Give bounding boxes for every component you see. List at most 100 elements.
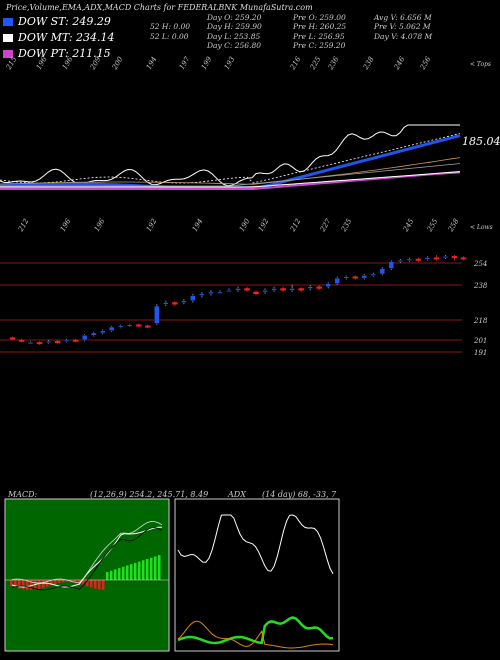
top-label: 236 [326,55,340,72]
candle [298,288,304,291]
level-label: 254 [473,260,487,268]
candle [208,291,214,294]
candle [18,339,25,342]
macd-histogram-bar [90,580,93,588]
candle [181,300,187,303]
macd-histogram-bar [146,559,149,580]
macd-histogram-bar [30,580,33,590]
macd-histogram-bar [66,580,69,583]
low-label: 255 [425,217,439,234]
macd-histogram-bar [142,560,145,580]
candle [253,291,259,294]
candle [307,286,313,289]
level-label: 191 [474,349,487,357]
candle [244,288,250,291]
macd-histogram-bar [74,580,77,583]
adx-plus-di [177,616,334,645]
candle [334,277,340,284]
macd-histogram-bar [54,580,57,584]
macd-histogram-bar [114,569,117,580]
top-label: 238 [361,55,375,72]
macd-histogram-bar [106,572,109,580]
candle [343,276,349,279]
ema-mid-2 [0,163,461,187]
tops-tag: < Tops [470,61,492,68]
macd-histogram-bar [18,580,21,589]
stat-pre-o: Pre O: 259.00 [293,13,346,22]
candle [361,275,368,279]
level-label: 201 [473,337,487,345]
macd-histogram-bar [14,580,17,588]
candle [397,260,404,263]
candle [415,258,422,261]
legend-dow-pt: DOW PT: 211.15 [18,47,111,60]
candle [117,325,124,328]
candle [406,258,413,261]
candle [352,276,359,279]
candle [235,288,241,291]
macd-histogram-bar [98,580,101,590]
candle [460,257,467,260]
legend-dow-st: DOW ST: 249.29 [18,15,111,28]
candle [325,283,331,287]
candle [217,291,223,294]
low-label: 235 [339,217,353,234]
low-label: 190 [238,217,252,233]
stat-pre-h: Pre H: 260.25 [293,22,347,31]
candle [271,288,277,291]
macd-histogram-bar [42,580,45,588]
candle [127,324,133,327]
stat-avg-v: Avg V: 6.656 M [374,13,432,22]
candle [136,324,142,327]
macd-histogram-bar [150,557,153,580]
candle [145,325,151,328]
candle [172,302,178,305]
low-label: 196 [93,217,107,233]
stat-pre-l: Pre L: 256.95 [293,32,345,41]
top-label: 197 [178,55,192,71]
top-label: 199 [200,55,214,71]
candle [424,257,431,260]
low-label: 212 [288,217,302,234]
top-label: 193 [223,55,237,71]
macd-histogram-bar [62,580,65,583]
macd-histogram-bar [102,580,105,590]
candle [289,288,295,291]
macd-title: MACD: [8,490,38,499]
top-label: 209 [88,55,102,72]
lows-tag: < Lows [470,224,493,231]
ema-mt [0,171,461,188]
ema-mid-1 [0,157,461,185]
top-label: 256 [418,55,432,72]
macd-histogram-bar [110,570,113,580]
macd-histogram-bar [122,566,125,580]
top-label: 215 [4,55,18,72]
candle [108,326,115,331]
low-label: 192 [145,217,159,233]
stat-day-o: Day O: 259.20 [207,13,262,22]
macd-histogram-bar [86,580,89,587]
stat-day-c: Day C: 256.80 [207,41,261,50]
low-label: 196 [59,217,73,233]
low-label: 227 [318,217,332,234]
candle [316,286,322,289]
candle [154,305,160,324]
low-label: 258 [446,217,460,234]
stat-52h: 52 H: 0.00 [150,22,191,31]
macd-histogram-bar [130,564,133,580]
macd-panel [4,498,170,652]
candle [99,330,106,334]
ema-value-label: 185.04 [462,135,500,148]
macd-histogram-bar [138,561,141,580]
adx-line [177,514,334,575]
macd-histogram-bar [78,580,81,584]
candle [433,257,440,260]
low-label: 245 [401,217,415,234]
stat-52l: 52 L: 0.00 [150,32,189,41]
level-label: 218 [473,317,488,325]
low-label: 194 [191,217,205,233]
candle [36,342,43,345]
candle [72,339,79,342]
candle [54,340,61,343]
legend-swatch-mt [3,34,13,42]
